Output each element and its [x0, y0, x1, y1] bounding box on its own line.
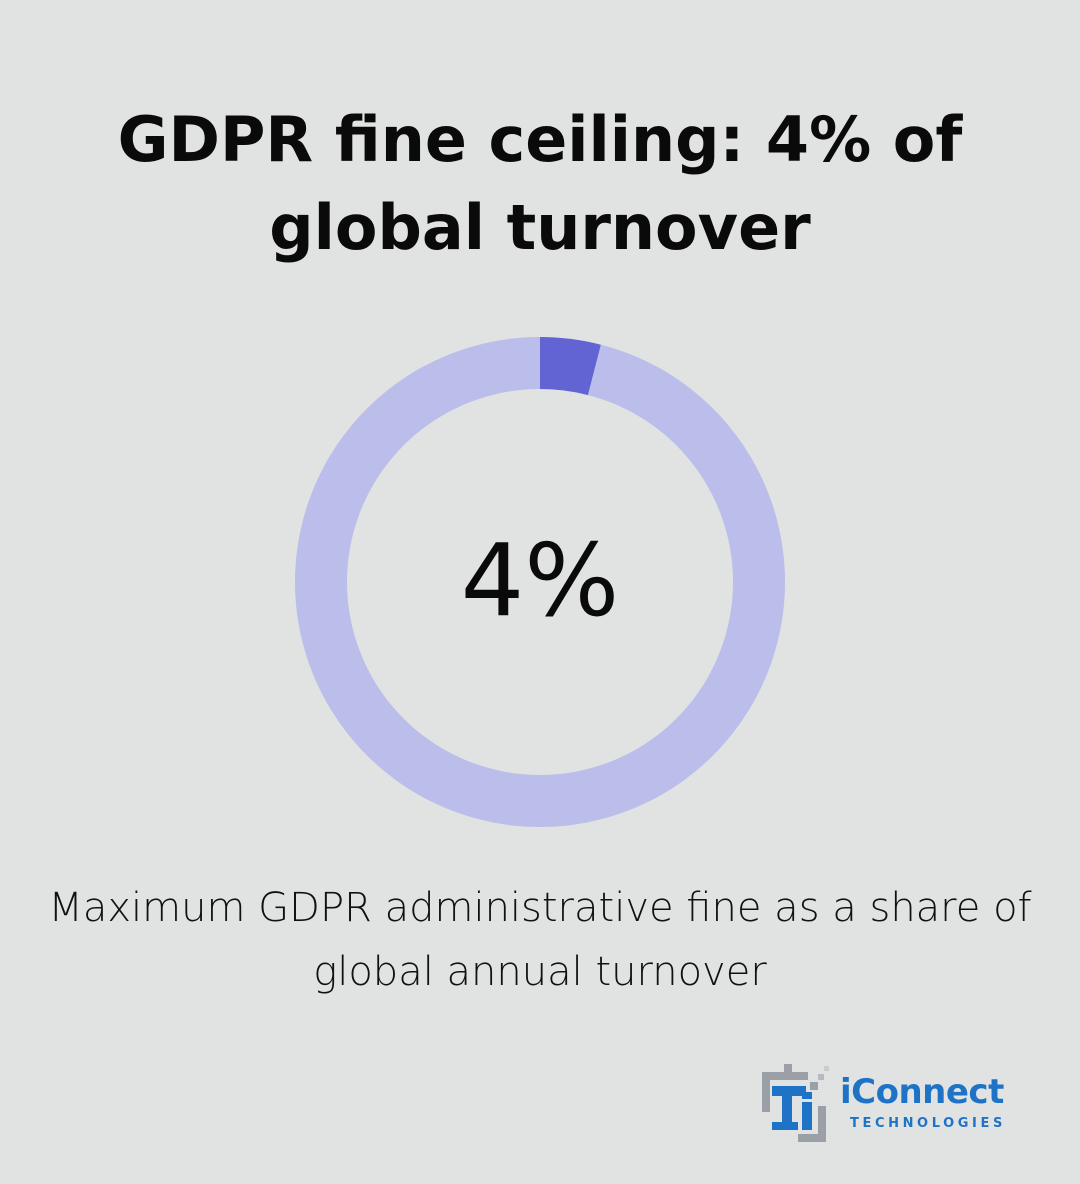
center-value-label: 4%: [460, 522, 620, 639]
logo-subtitle: TECHNOLOGIES: [850, 1116, 1006, 1131]
chart-caption: Maximum GDPR administrative fine as a sh…: [48, 885, 1032, 995]
chart-title: GDPR fine ceiling: 4% of global turnover: [117, 103, 963, 264]
donut-chart: [290, 332, 790, 832]
logo-name: iConnect: [840, 1072, 1004, 1112]
logo-mark-icon: [762, 1064, 829, 1142]
company-logo: iConnect TECHNOLOGIES: [758, 1062, 1048, 1148]
donut-slice-highlight: [540, 337, 601, 396]
